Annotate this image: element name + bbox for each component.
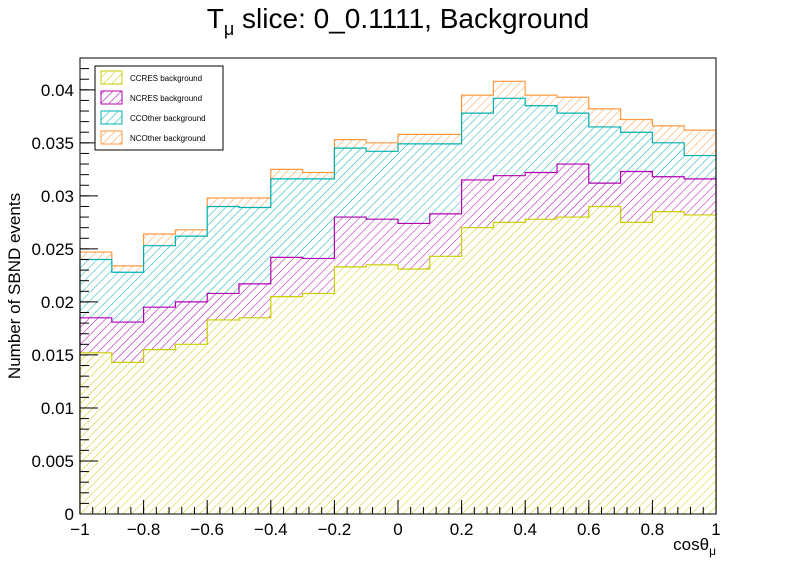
bar-ccres-background-bin-10 xyxy=(398,269,430,514)
y-tick-label: 0.02 xyxy=(41,293,74,312)
bar-ccres-background-bin-17 xyxy=(620,222,653,515)
legend-entry-ncother-background: NCOther background xyxy=(100,130,206,145)
bar-ccres-background-bin-4 xyxy=(207,319,239,514)
bar-ccres-background-bin-8 xyxy=(334,266,367,514)
bar-ccres-background-bin-13 xyxy=(493,222,526,515)
legend-swatch xyxy=(100,110,123,125)
axes-layer: −1 −0.8 −0.6 −0.4 −0.2 0 0.2 0.4 0.6 0.8 1 0 0.005 0.… xyxy=(31,57,721,539)
y-tick-label: 0.015 xyxy=(31,346,74,365)
legend-label: CCOther background xyxy=(130,114,206,123)
y-tick-label: 0.025 xyxy=(31,240,74,259)
outline-ncres-background xyxy=(79,163,717,514)
bar-ccres-background-bin-16 xyxy=(588,206,621,514)
y-tick-label: 0.035 xyxy=(31,134,74,153)
y-tick-label: 0 xyxy=(65,505,74,524)
x-axis-label-main: cosθ xyxy=(673,535,709,554)
bar-ccres-background-bin-1 xyxy=(111,362,144,514)
y-tick-label: 0.005 xyxy=(31,452,74,471)
x-tick-label: −0.8 xyxy=(127,520,161,539)
bar-ccres-background-bin-5 xyxy=(239,317,271,514)
x-tick-label: −1 xyxy=(70,520,89,539)
legend-label: CCRES background xyxy=(130,74,202,83)
y-tick-label: 0.04 xyxy=(41,81,74,100)
x-tick-label: 0.8 xyxy=(641,520,665,539)
legend: CCRES background NCRES background CCOther … xyxy=(94,65,224,151)
x-axis-label-subscript: μ xyxy=(709,544,716,558)
legend-entry-ccres-background: CCRES background xyxy=(100,70,202,85)
bar-ccres-background-bin-9 xyxy=(366,264,398,514)
title-subscript: μ xyxy=(224,19,234,39)
x-tick-label: −0.6 xyxy=(190,520,224,539)
outline-ccres-background xyxy=(79,205,717,514)
chart-title: Tμ slice: 0_0.1111, Background xyxy=(207,3,589,39)
y-tick-label: 0.01 xyxy=(41,399,74,418)
legend-swatch xyxy=(100,130,123,145)
bar-ccres-background-bin-14 xyxy=(525,219,557,514)
legend-swatch xyxy=(100,70,123,85)
bar-ccres-background-bin-18 xyxy=(652,211,685,514)
y-axis-label: Number of SBND events xyxy=(5,193,24,379)
outline-ccother-background xyxy=(79,97,717,514)
bar-ccres-background-bin-11 xyxy=(429,256,462,514)
bar-ccres-background-bin-12 xyxy=(461,227,494,514)
outline-ncother-background xyxy=(79,80,717,514)
bar-ccres-background-bin-7 xyxy=(302,293,335,514)
series-ccres-background xyxy=(79,205,717,515)
x-tick-label: −0.4 xyxy=(254,520,288,539)
x-axis-label: cosθμ xyxy=(673,535,716,558)
bar-ccres-background-bin-19 xyxy=(684,214,716,514)
title-rest: slice: 0_0.1111, Background xyxy=(234,3,589,34)
x-tick-label: 1 xyxy=(711,520,720,539)
legend-swatch xyxy=(100,90,123,105)
x-tick-label: 0.4 xyxy=(513,520,537,539)
legend-entry-ccother-background: CCOther background xyxy=(100,110,206,125)
series-layer xyxy=(79,80,717,515)
x-tick-label: 0 xyxy=(393,520,402,539)
bar-ccres-background-bin-6 xyxy=(270,296,303,514)
legend-label: NCRES background xyxy=(130,94,202,103)
y-tick-label: 0.03 xyxy=(41,187,74,206)
bar-ccres-background-bin-0 xyxy=(80,352,112,514)
bar-ccres-background-bin-15 xyxy=(557,217,589,514)
legend-label: NCOther background xyxy=(130,134,206,143)
legend-entry-ncres-background: NCRES background xyxy=(100,90,202,105)
x-tick-label: 0.6 xyxy=(577,520,601,539)
x-tick-label: −0.2 xyxy=(318,520,352,539)
x-tick-label: 0.2 xyxy=(450,520,474,539)
bar-ccres-background-bin-3 xyxy=(175,344,208,514)
title-main: T xyxy=(207,3,224,34)
bar-ccres-background-bin-2 xyxy=(143,349,176,514)
